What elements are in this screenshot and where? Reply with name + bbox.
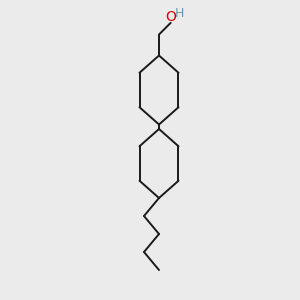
Text: H: H [175, 7, 184, 20]
Text: O: O [166, 11, 176, 24]
